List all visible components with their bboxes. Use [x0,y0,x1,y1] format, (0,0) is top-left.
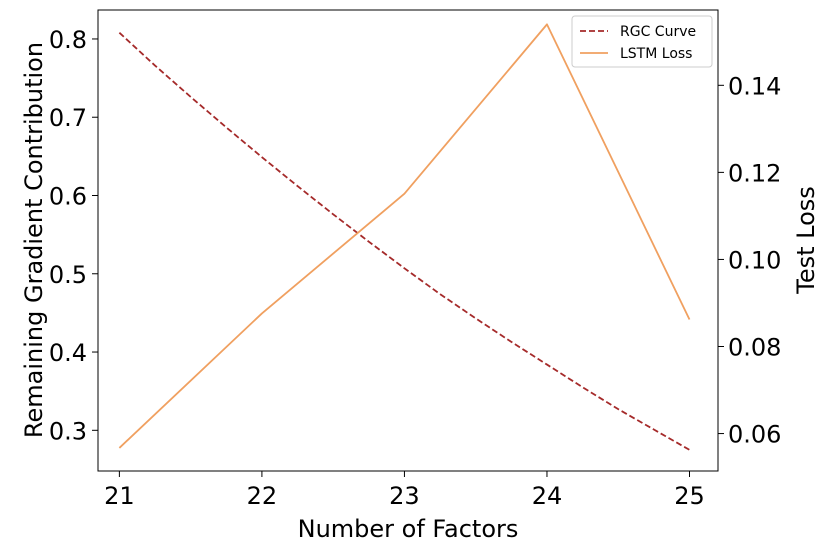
y-left-tick-label: 0.6 [49,182,87,210]
y-left-tick-label: 0.8 [49,26,87,54]
y-right-tick-label: 0.14 [728,72,781,100]
plot-background [98,10,718,471]
x-axis: 21 22 23 24 25 [104,471,705,510]
y-left-tick-label: 0.5 [49,261,87,289]
legend: RGC Curve LSTM Loss [571,15,713,68]
series-line-lstm-loss [118,23,691,449]
y-axis-right: 0.06 0.08 0.10 0.12 0.14 [718,72,781,449]
y-axis-left: 0.3 0.4 0.5 0.6 0.7 0.8 [49,26,98,445]
x-tick-label: 21 [104,482,135,510]
y-axis-left-title: Remaining Gradient Contribution [20,42,48,438]
x-axis-title: Number of Factors [298,515,519,543]
y-left-tick-label: 0.3 [49,417,87,445]
x-tick-label: 22 [247,482,278,510]
y-right-tick-label: 0.12 [728,159,781,187]
y-right-tick-label: 0.10 [728,246,781,274]
y-right-tick-label: 0.06 [728,421,781,449]
legend-label-rgc-curve: RGC Curve [620,24,696,40]
legend-label-lstm-loss: LSTM Loss [620,46,692,62]
y-right-tick-label: 0.08 [728,333,781,361]
y-left-tick-label: 0.7 [49,104,87,132]
y-left-tick-label: 0.4 [49,339,87,367]
plot-frame [97,9,719,472]
series-line-rgc-curve [118,32,690,451]
y-axis-right-title: Test Loss [792,186,820,295]
x-tick-label: 25 [674,482,705,510]
x-tick-label: 24 [532,482,563,510]
legend-box [571,15,713,68]
x-tick-label: 23 [389,482,420,510]
series-layer [118,23,691,451]
